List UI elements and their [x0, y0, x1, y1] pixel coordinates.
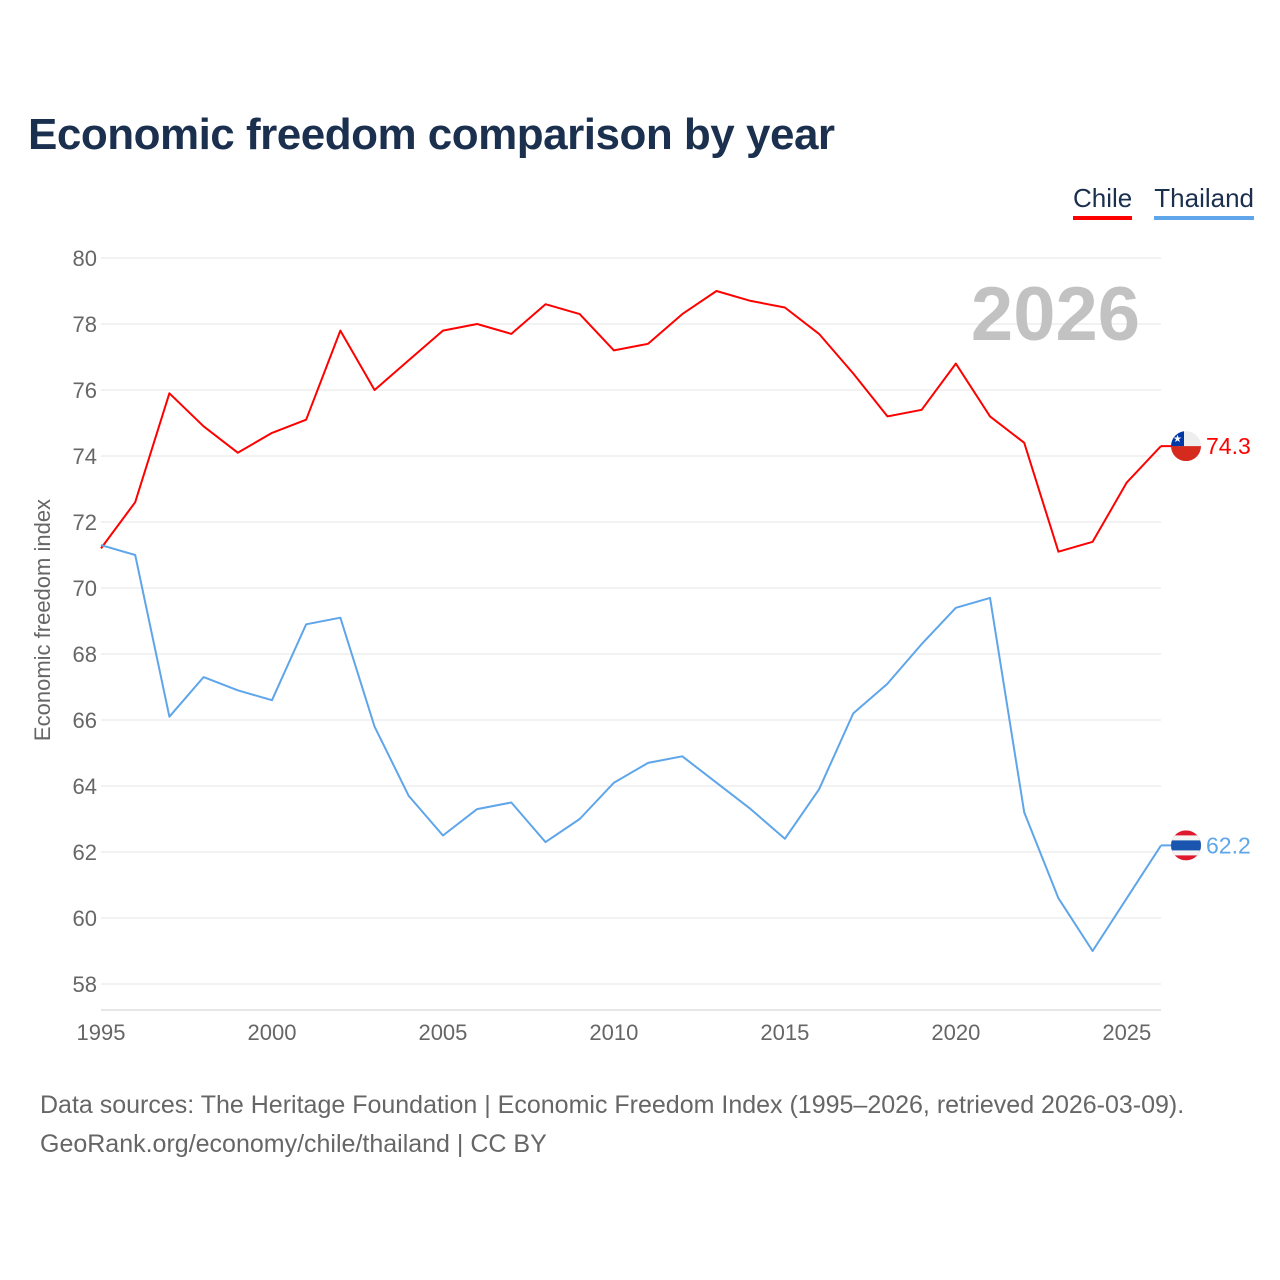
thailand-flag-icon — [1171, 830, 1201, 861]
x-tick-label: 2010 — [589, 1020, 638, 1045]
y-tick-label: 72 — [73, 510, 97, 535]
y-tick-label: 78 — [73, 312, 97, 337]
chart-title: Economic freedom comparison by year — [28, 110, 835, 159]
y-tick-label: 60 — [73, 906, 97, 931]
legend-thailand[interactable]: Thailand — [1154, 183, 1254, 220]
y-tick-label: 76 — [73, 378, 97, 403]
y-tick-label: 80 — [73, 246, 97, 271]
series-line-thailand — [100, 544, 1162, 952]
y-tick-label: 62 — [73, 840, 97, 865]
year-watermark: 2026 — [971, 272, 1140, 357]
legend-chile[interactable]: Chile — [1073, 183, 1133, 220]
chile-flag-icon: ★ — [1171, 431, 1201, 462]
x-tick-label: 2005 — [418, 1020, 467, 1045]
legend: Chile Thailand — [1073, 183, 1254, 220]
footer: Data sources: The Heritage Foundation | … — [40, 1086, 1184, 1164]
x-tick-label: 2000 — [247, 1020, 296, 1045]
series-line-chile — [100, 290, 1162, 553]
y-tick-label: 68 — [73, 642, 97, 667]
y-tick-label: 70 — [73, 576, 97, 601]
x-tick-label: 2015 — [760, 1020, 809, 1045]
footer-sources: Data sources: The Heritage Foundation | … — [40, 1091, 1185, 1119]
x-tick-label: 2020 — [931, 1020, 980, 1045]
y-tick-label: 74 — [73, 444, 97, 469]
footer-link[interactable]: GeoRank.org/economy/chile/thailand | CC … — [40, 1130, 547, 1158]
x-tick-label: 2025 — [1102, 1020, 1151, 1045]
y-axis-label: Economic freedom index — [30, 499, 55, 741]
end-value-label: 62.2 — [1206, 832, 1251, 858]
svg-text:★: ★ — [1173, 434, 1182, 445]
y-tick-label: 66 — [73, 708, 97, 733]
y-tick-label: 64 — [73, 774, 97, 799]
end-value-label: 74.3 — [1206, 433, 1251, 459]
x-tick-label: 1995 — [77, 1020, 126, 1045]
y-tick-label: 58 — [73, 972, 97, 997]
